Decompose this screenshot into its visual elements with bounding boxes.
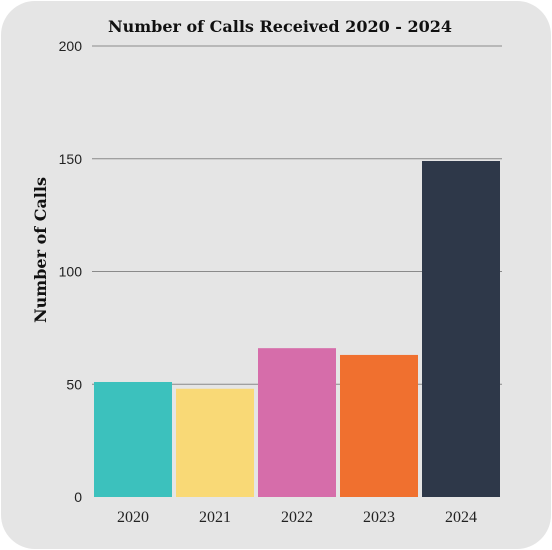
- x-axis-ticks: 2020 2021 2022 2023 2024: [117, 509, 477, 526]
- y-tick-label: 50: [66, 376, 82, 392]
- y-tick-label: 150: [59, 151, 83, 167]
- x-tick-label: 2023: [363, 509, 395, 526]
- bar-2024: [422, 161, 500, 497]
- bar-2022: [258, 348, 336, 497]
- bar-2020: [94, 381, 172, 497]
- y-axis-title: Number of Calls: [31, 177, 50, 323]
- bar-2021: [176, 388, 254, 497]
- bars: [94, 161, 500, 497]
- y-axis-ticks: 0 50 100 150 200: [59, 38, 83, 505]
- bar-2023: [340, 354, 418, 497]
- y-tick-label: 0: [74, 489, 82, 505]
- x-tick-label: 2020: [117, 509, 149, 526]
- x-tick-label: 2024: [445, 509, 477, 526]
- chart-title: Number of Calls Received 2020 - 2024: [108, 17, 452, 36]
- x-tick-label: 2021: [199, 509, 231, 526]
- y-tick-label: 200: [59, 38, 83, 54]
- x-tick-label: 2022: [281, 509, 313, 526]
- y-tick-label: 100: [59, 264, 83, 280]
